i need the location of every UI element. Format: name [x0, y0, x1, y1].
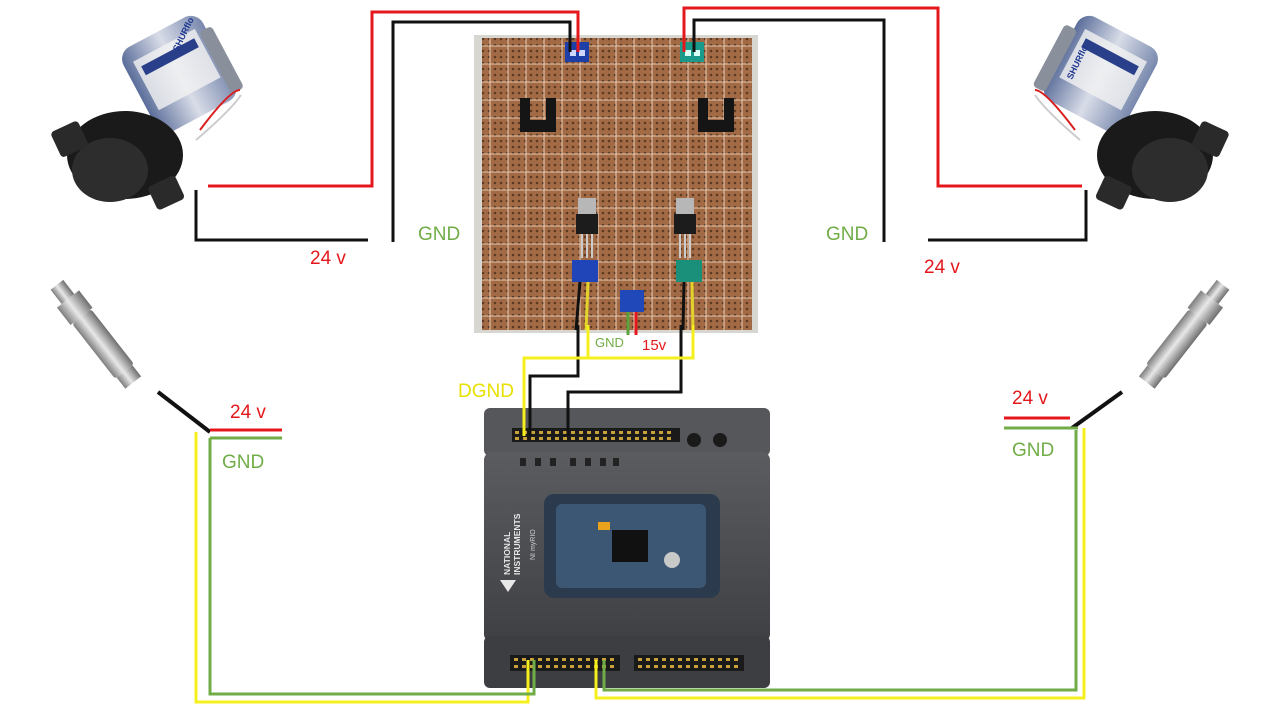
mxp-connector-bottom-right	[634, 655, 744, 671]
label-left-24v: 24 v	[310, 248, 346, 269]
audio-jack-2	[713, 433, 727, 447]
wire-left-pump-gnd	[391, 20, 572, 242]
label-right-sensor-gnd: GND	[1012, 440, 1054, 461]
brand-national: NATIONAL	[502, 532, 512, 575]
wire-left-pump-black	[194, 190, 368, 242]
label-board-15v: 15v	[642, 337, 667, 354]
mosfet-right	[674, 198, 696, 258]
wire-dgnd-right	[588, 325, 695, 360]
perfboard	[474, 35, 758, 335]
component-left	[520, 98, 556, 132]
mxp-connector-bottom-left	[510, 655, 620, 671]
wire-left-pump-red	[208, 10, 580, 188]
wires	[194, 6, 1088, 704]
wire-right-pump-red	[682, 6, 1082, 188]
terminal-mosfet-right	[676, 260, 702, 282]
pump-right: SHURflo	[1033, 15, 1229, 210]
label-left-gnd: GND	[418, 224, 460, 245]
wire-left-sensor-signal	[194, 432, 530, 704]
mosfet-left	[576, 198, 598, 258]
brand-instruments: INSTRUMENTS	[512, 513, 522, 575]
wire-signal-left	[528, 325, 580, 436]
terminal-mosfet-left	[572, 260, 598, 282]
ni-myrio-device: NATIONAL INSTRUMENTS NI myRIO	[484, 408, 770, 688]
wire-left-sensor-gnd-run	[208, 438, 536, 696]
audio-jack-1	[687, 433, 701, 447]
label-right-24v: 24 v	[924, 257, 960, 278]
label-left-sensor-24v: 24 v	[230, 402, 266, 423]
pressure-sensor-right	[1070, 279, 1230, 430]
terminal-block-right	[680, 42, 704, 62]
label-right-sensor-24v: 24 v	[1012, 388, 1048, 409]
label-left-sensor-gnd: GND	[222, 452, 264, 473]
label-dgnd: DGND	[458, 381, 514, 402]
terminal-power	[620, 290, 644, 312]
wire-right-sensor-signal	[594, 428, 1086, 700]
label-board-gnd: GND	[595, 335, 624, 350]
pump-left: SHURflo	[51, 15, 243, 210]
fpga-chip	[612, 530, 648, 562]
wire-right-sensor-gnd-run	[602, 430, 1078, 692]
wire-dgnd-left	[522, 325, 590, 436]
device-model: NI myRIO	[530, 529, 537, 560]
wire-right-pump-black	[928, 190, 1088, 242]
component-right	[698, 98, 734, 132]
ni-logo-icon	[500, 580, 516, 592]
label-right-gnd: GND	[826, 224, 868, 245]
wire-right-pump-gnd	[692, 18, 886, 242]
pressure-sensor-left	[50, 279, 212, 434]
